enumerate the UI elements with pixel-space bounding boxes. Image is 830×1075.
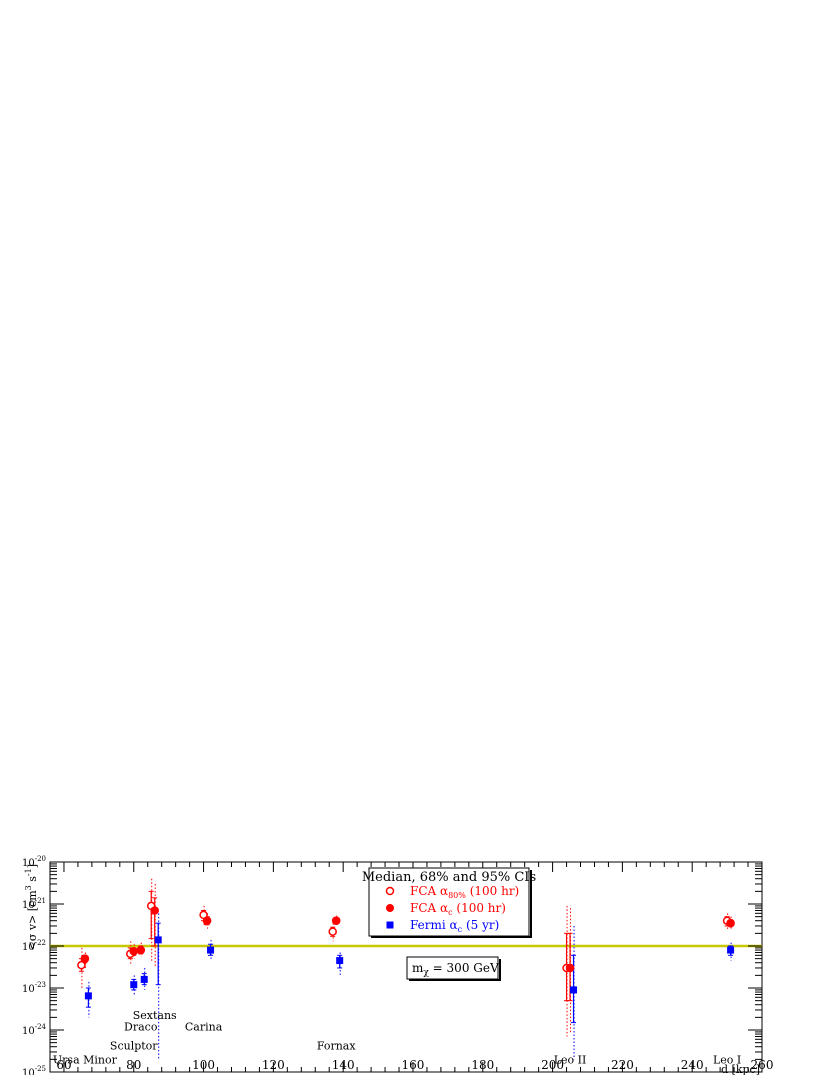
- y-tick-label: 10-24: [22, 1023, 47, 1037]
- legend-marker-open-circle: [385, 886, 395, 896]
- marker-fca-ac: [129, 946, 139, 956]
- x-tick-label: 180: [471, 1058, 494, 1072]
- x-tick-label: 80: [126, 1058, 141, 1072]
- y-tick-label: 10-20: [22, 855, 46, 869]
- legend-entry-fermi-ac: Fermi αc (5 yr): [410, 918, 499, 934]
- marker-fca-ac: [136, 945, 146, 955]
- legend: Median, 68% and 95% CIs FCA α80% (100 hr…: [362, 867, 536, 938]
- y-axis-title: <σ v> [cm3 s-1]: [24, 864, 39, 950]
- x-tick-label: 100: [192, 1058, 215, 1072]
- galaxy-label: Ursa Minor: [53, 1053, 118, 1066]
- x-tick-label: 220: [611, 1058, 634, 1072]
- y-tick-label: 10-23: [22, 981, 46, 995]
- y-tick-label: 10-22: [22, 939, 46, 953]
- galaxy-label: Fornax: [317, 1039, 357, 1052]
- galaxy-label: Sextans: [133, 1009, 177, 1022]
- y-tick-label: 10-21: [22, 897, 46, 911]
- marker-fermi-ac: [727, 946, 735, 954]
- x-axis-title: d [kpc]: [721, 1063, 760, 1075]
- x-tick-label: 160: [402, 1058, 425, 1072]
- marker-fermi-ac: [84, 992, 92, 1000]
- x-tick-label: 240: [681, 1058, 704, 1072]
- marker-fermi-ac: [570, 986, 578, 994]
- marker-fca-a80: [328, 927, 337, 936]
- data-markers: [77, 901, 735, 1000]
- galaxy-label: Draco: [124, 1021, 158, 1034]
- marker-fca-ac: [150, 906, 160, 915]
- legend-marker-filled-square: [386, 921, 394, 929]
- x-tick-label: 60: [56, 1058, 71, 1072]
- galaxy-label: Leo II: [554, 1053, 587, 1066]
- marker-fermi-ac: [130, 981, 138, 989]
- mass-annotation: mχ = 300 GeV: [406, 956, 501, 981]
- legend-marker-filled-circle: [386, 904, 394, 912]
- legend-box: [368, 867, 530, 937]
- galaxy-label: Sculptor: [110, 1039, 158, 1052]
- marker-fca-ac: [202, 916, 212, 926]
- marker-fca-ac: [726, 918, 735, 928]
- galaxy-label: Carina: [185, 1021, 223, 1034]
- y-tick-label: 10-25: [22, 1065, 46, 1075]
- annotation-text: mχ = 300 GeV: [412, 961, 499, 978]
- x-tick-label: 120: [262, 1058, 285, 1072]
- x-axis: 60 80 100 120 140 160 180 200 220 240 260: [56, 862, 773, 1072]
- marker-fermi-ac: [154, 936, 162, 944]
- legend-entry-fca-ac: FCA αc (100 hr): [410, 901, 506, 917]
- marker-fca-a80: [77, 960, 86, 970]
- marker-fermi-ac: [140, 975, 148, 983]
- legend-header: Median, 68% and 95% CIs: [362, 870, 536, 885]
- galaxy-label: Leo I: [713, 1053, 741, 1066]
- marker-fermi-ac: [207, 946, 215, 954]
- x-tick-label: 260: [751, 1058, 774, 1072]
- marker-fca-ac: [80, 954, 90, 963]
- marker-fca-ac: [331, 916, 341, 926]
- x-tick-label: 140: [332, 1058, 355, 1072]
- y-axis: 10-25 10-24 10-23 10-22 10-21 10-20: [22, 855, 762, 1075]
- x-tick-label: 200: [541, 1058, 564, 1072]
- marker-fermi-ac: [336, 957, 344, 965]
- legend-entry-fca-a80: FCA α80% (100 hr): [410, 884, 519, 900]
- marker-fca-ac: [565, 963, 575, 973]
